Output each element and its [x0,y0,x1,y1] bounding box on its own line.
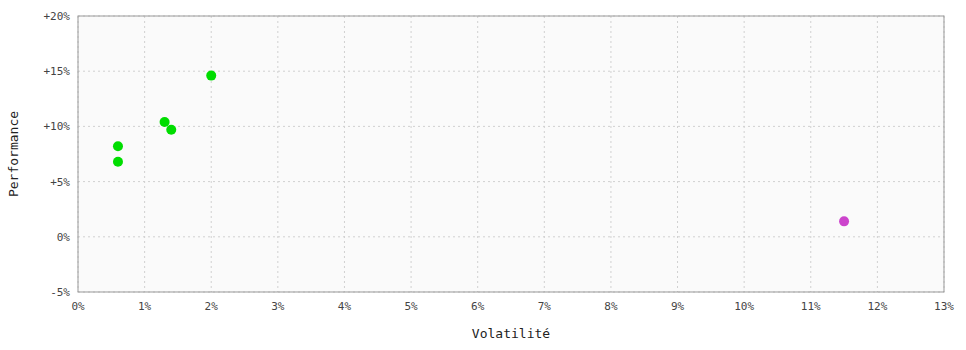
y-grid-line [78,236,944,237]
plot-area [78,16,944,292]
x-tick-label: 11% [801,300,821,313]
points [113,71,849,227]
point [113,141,123,151]
x-tick-label: 3% [271,300,285,313]
x-tick-label: 9% [671,300,685,313]
y-tick-label: +5% [50,176,70,189]
x-grid-line [677,16,678,292]
x-tick-label: 6% [471,300,485,313]
x-grid-line [144,16,145,292]
y-tick-label: +15% [44,65,71,78]
y-grid-line [78,126,944,127]
x-tick-label: 5% [404,300,418,313]
y-tick-label: 0% [57,231,71,244]
x-grid-line [411,16,412,292]
x-grid-line [544,16,545,292]
point [839,216,849,226]
series [839,216,849,226]
series [113,71,216,167]
x-tick-label: 7% [538,300,552,313]
y-tick-label: +20% [44,10,71,23]
x-tick-label: 0% [71,300,85,313]
x-grid-line [477,16,478,292]
y-grid-line [78,181,944,182]
x-grid-line [277,16,278,292]
x-grid-line [744,16,745,292]
x-tick-label: 4% [338,300,352,313]
y-tick-label: -5% [50,286,70,299]
point [113,157,123,167]
point [206,71,216,81]
x-grid-line [610,16,611,292]
x-tick-label: 13% [934,300,954,313]
y-grid-line [78,71,944,72]
y-axis-label: Performance [6,111,21,197]
x-tick-label: 8% [604,300,618,313]
x-grid-line [877,16,878,292]
point [166,125,176,135]
y-tick-label: +10% [44,120,71,133]
x-tick-label: 10% [734,300,754,313]
x-axis-label: Volatilité [472,326,550,341]
plot-frame [78,16,944,292]
x-tick-label: 1% [138,300,152,313]
grid [78,16,944,292]
x-tick-label: 2% [205,300,219,313]
chart: 0%1%2%3%4%5%6%7%8%9%10%11%12%13%-5%0%+5%… [0,0,966,350]
point [160,117,170,127]
x-tick-label: 12% [867,300,887,313]
x-grid-line [344,16,345,292]
tick-labels: 0%1%2%3%4%5%6%7%8%9%10%11%12%13%-5%0%+5%… [44,10,955,313]
x-grid-line [810,16,811,292]
x-grid-line [211,16,212,292]
